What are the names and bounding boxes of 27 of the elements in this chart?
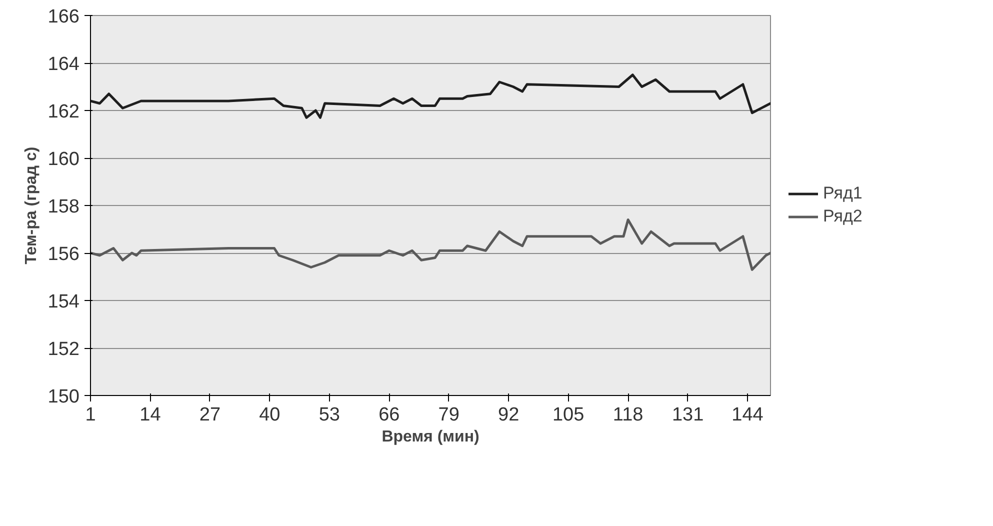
y-axis-title: Тем-ра (град с) — [22, 146, 40, 264]
x-tick-label: 105 — [552, 404, 584, 426]
line-series — [90, 218, 770, 271]
x-axis-title: Время (мин) — [382, 428, 480, 446]
x-tick-label: 53 — [318, 404, 340, 426]
y-tick-label: 152 — [48, 339, 80, 360]
y-tick-label: 158 — [48, 196, 80, 218]
y-tick-label: 162 — [48, 102, 80, 122]
y-tick-label: 160 — [48, 149, 80, 170]
x-tick-label: 1 — [85, 404, 96, 426]
x-tick-label: 14 — [140, 404, 162, 426]
y-tick-label: 150 — [48, 386, 80, 408]
x-tick-label: 144 — [732, 404, 764, 426]
x-tick-label: 92 — [498, 404, 520, 426]
x-tick-label: 27 — [199, 404, 221, 426]
x-tick-label: 66 — [378, 404, 400, 426]
legend-label: Ряд2 — [823, 206, 862, 226]
line-series — [90, 74, 770, 119]
y-tick-label: 154 — [48, 292, 80, 312]
y-tick-label: 166 — [48, 6, 80, 28]
x-tick-label: 131 — [672, 404, 704, 426]
x-tick-label: 79 — [438, 404, 460, 426]
y-tick-label: 164 — [48, 54, 80, 75]
y-tick-label: 156 — [48, 244, 80, 265]
x-tick-label: 40 — [259, 404, 280, 426]
legend-label: Ряд1 — [823, 184, 862, 204]
x-tick-label: 118 — [612, 404, 644, 426]
